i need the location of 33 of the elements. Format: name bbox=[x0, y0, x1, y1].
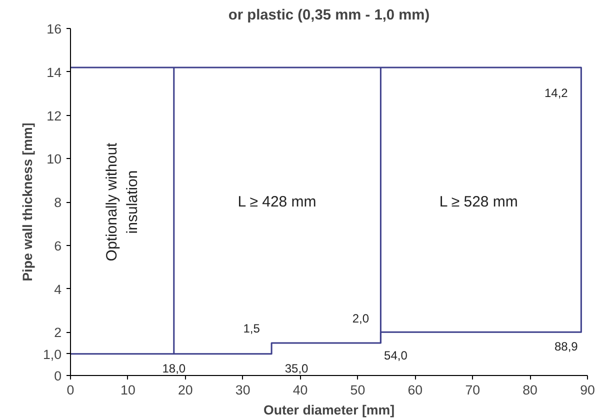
y-tick-label: 1,0 bbox=[42, 346, 62, 362]
y-tick-label: 10 bbox=[46, 152, 62, 167]
y-tick-label: 12 bbox=[46, 108, 62, 124]
annotation: L ≥ 528 mm bbox=[439, 194, 518, 210]
x-tick-label: 10 bbox=[120, 382, 136, 398]
chart-title: or plastic (0,35 mm - 1,0 mm) bbox=[228, 8, 430, 24]
x-tick-label: 70 bbox=[465, 382, 480, 398]
annotation: 54,0 bbox=[384, 348, 408, 362]
y-tick-label: 16 bbox=[46, 22, 62, 36]
annotation: 14,2 bbox=[544, 86, 568, 100]
y-tick-label: 8 bbox=[54, 195, 62, 210]
y-tick-label: 4 bbox=[54, 282, 62, 297]
y-tick-label: 6 bbox=[54, 238, 62, 254]
y-tick-label: 2 bbox=[54, 325, 62, 340]
x-tick-label: 50 bbox=[350, 382, 366, 398]
y-tick-label: 14 bbox=[46, 64, 62, 80]
annotation: 35,0 bbox=[284, 361, 309, 376]
x-axis-title: Outer diameter [mm] bbox=[263, 402, 395, 418]
annotation: 18,0 bbox=[162, 361, 186, 376]
x-tick-label: 20 bbox=[178, 382, 193, 398]
x-tick-label: 40 bbox=[292, 382, 308, 398]
annotation: L ≥ 428 mm bbox=[238, 194, 316, 210]
y-tick-label: 0 bbox=[54, 368, 62, 384]
x-tick-label: 0 bbox=[66, 382, 74, 398]
annotation: 2,0 bbox=[352, 312, 370, 326]
x-tick-label: 90 bbox=[580, 382, 595, 398]
y-axis-title: Pipe wall thickness [mm] bbox=[20, 122, 35, 282]
annotation: 1,5 bbox=[243, 321, 260, 336]
annotation: 88,9 bbox=[554, 340, 578, 354]
x-tick-label: 30 bbox=[235, 382, 250, 398]
annotation: Optionally without insulation bbox=[104, 142, 141, 262]
x-tick-label: 80 bbox=[522, 382, 538, 398]
x-tick-label: 60 bbox=[408, 382, 423, 398]
